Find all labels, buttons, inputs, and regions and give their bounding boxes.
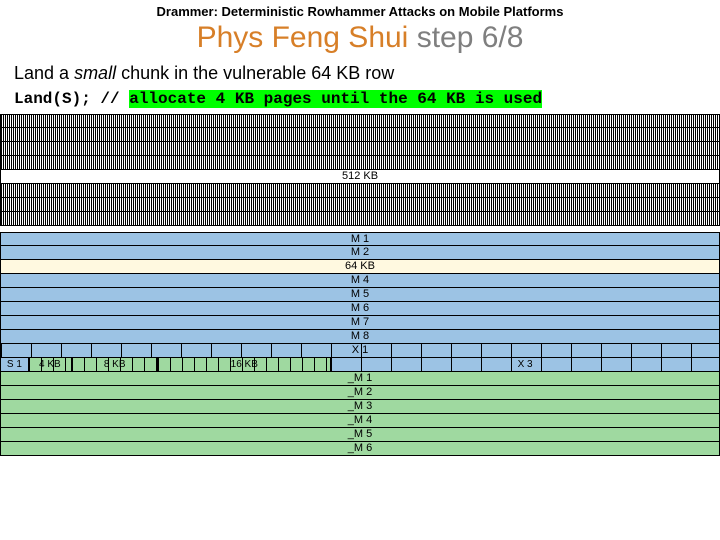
dense-row-label: 512 KB (0, 170, 720, 184)
m-row: M 5 (0, 288, 720, 302)
um-row: _M 6 (0, 442, 720, 456)
cell-4kb: 4 KB (29, 358, 72, 371)
dense-row (0, 114, 720, 128)
um-row: _M 3 (0, 400, 720, 414)
memory-diagram: 512 KB M 1 M 2 64 KB M 4 M 5 M 6 M 7 M 8… (0, 114, 720, 456)
cell-16kb: 16 KB (158, 358, 331, 371)
cell-s1: S 1 (0, 358, 29, 371)
code-line: Land(S); // allocate 4 KB pages until th… (0, 88, 720, 114)
dense-row (0, 212, 720, 226)
dense-row (0, 184, 720, 198)
subtitle: Land a small chunk in the vulnerable 64 … (0, 61, 720, 88)
cell-8kb: 8 KB (72, 358, 158, 371)
m-row: M 8 (0, 330, 720, 344)
um-row: _M 4 (0, 414, 720, 428)
doc-header: Drammer: Deterministic Rowhammer Attacks… (0, 0, 720, 19)
dense-row (0, 198, 720, 212)
um-row: _M 1 (0, 372, 720, 386)
cell-x3: X 3 (331, 358, 720, 371)
m-row: M 7 (0, 316, 720, 330)
code-highlight: allocate 4 KB pages until the 64 KB is u… (129, 90, 542, 108)
title-plain: step 6/8 (408, 21, 523, 54)
m-row: M 4 (0, 274, 720, 288)
m-row: M 1 (0, 232, 720, 246)
m-row: M 6 (0, 302, 720, 316)
dense-row (0, 142, 720, 156)
um-row: _M 2 (0, 386, 720, 400)
m-row: M 2 (0, 246, 720, 260)
page-title: Phys Feng Shui step 6/8 (0, 19, 720, 61)
title-accent: Phys Feng Shui (197, 21, 409, 54)
split-row: S 1 4 KB 8 KB 16 KB X 3 (0, 358, 720, 372)
m-row-target: 64 KB (0, 260, 720, 274)
dense-row (0, 156, 720, 170)
um-row: _M 5 (0, 428, 720, 442)
x-row: X 1 (0, 344, 720, 358)
dense-row (0, 128, 720, 142)
